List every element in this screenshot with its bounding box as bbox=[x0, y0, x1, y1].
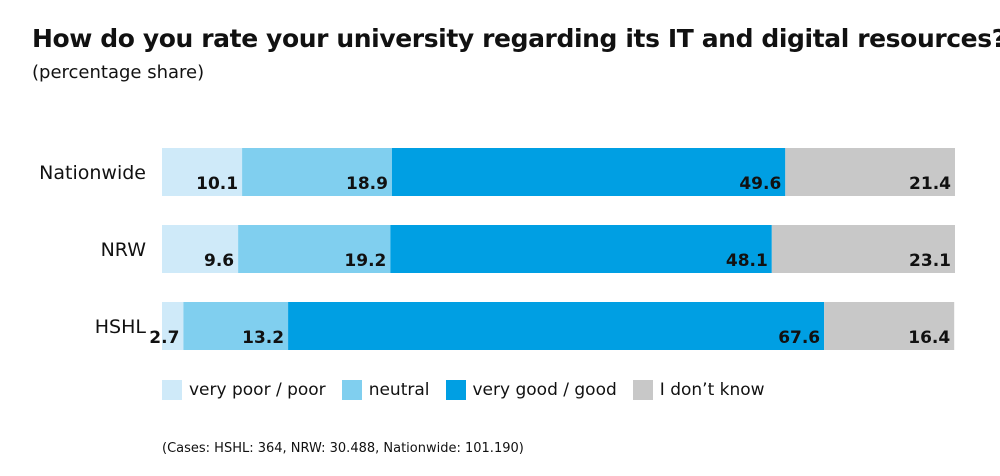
legend-swatch bbox=[632, 380, 653, 400]
category-label: NRW bbox=[101, 239, 147, 261]
stacked-bar-chart: Nationwide 10.1 18.9 49.6 21.4 NRW 9.6 19.2 48.1… bbox=[39, 148, 955, 350]
footnote: (Cases: HSHL: 364, NRW: 30.488, Nationwi… bbox=[162, 441, 524, 456]
bar-segment bbox=[391, 148, 786, 196]
legend-label: I don’t know bbox=[659, 380, 765, 400]
legend-item-very-good: very good / good bbox=[445, 380, 617, 400]
chart-title: How do you rate your university regardin… bbox=[32, 24, 1000, 53]
legend-item-dont-know: I don’t know bbox=[632, 380, 765, 400]
data-label: 13.2 bbox=[242, 328, 284, 348]
legend-item-very-poor: very poor / poor bbox=[162, 380, 326, 400]
data-label: 9.6 bbox=[204, 251, 234, 271]
data-label: 10.1 bbox=[196, 174, 238, 194]
legend-swatch bbox=[162, 380, 182, 400]
bar-segment bbox=[785, 148, 955, 196]
legend-label: very good / good bbox=[472, 380, 617, 400]
data-label: 2.7 bbox=[149, 328, 179, 348]
legend-label: very poor / poor bbox=[189, 380, 326, 400]
bar-segment bbox=[824, 302, 955, 350]
chart-subtitle: (percentage share) bbox=[32, 62, 205, 83]
bar-segment bbox=[771, 225, 955, 273]
bar-segment bbox=[183, 302, 289, 350]
bar-segment bbox=[238, 225, 391, 273]
bar-segment bbox=[242, 148, 392, 196]
bar-segment bbox=[288, 302, 825, 350]
data-label: 16.4 bbox=[908, 328, 950, 348]
category-label: Nationwide bbox=[39, 162, 146, 184]
legend-swatch bbox=[341, 380, 362, 400]
legend-swatch bbox=[445, 380, 466, 400]
bar-segment bbox=[390, 225, 772, 273]
legend: very poor / poor neutral very good / goo… bbox=[162, 380, 781, 400]
legend-item-neutral: neutral bbox=[341, 380, 430, 400]
data-label: 18.9 bbox=[346, 174, 388, 194]
data-label: 49.6 bbox=[739, 174, 781, 194]
data-label: 23.1 bbox=[909, 251, 951, 271]
bar-segment bbox=[162, 148, 243, 196]
data-label: 19.2 bbox=[344, 251, 386, 271]
data-label: 48.1 bbox=[726, 251, 768, 271]
data-label: 21.4 bbox=[909, 174, 951, 194]
data-label: 67.6 bbox=[778, 328, 820, 348]
bar-segment bbox=[162, 225, 239, 273]
legend-label: neutral bbox=[368, 380, 430, 400]
category-label: HSHL bbox=[95, 316, 147, 338]
bar-segment bbox=[162, 302, 184, 350]
